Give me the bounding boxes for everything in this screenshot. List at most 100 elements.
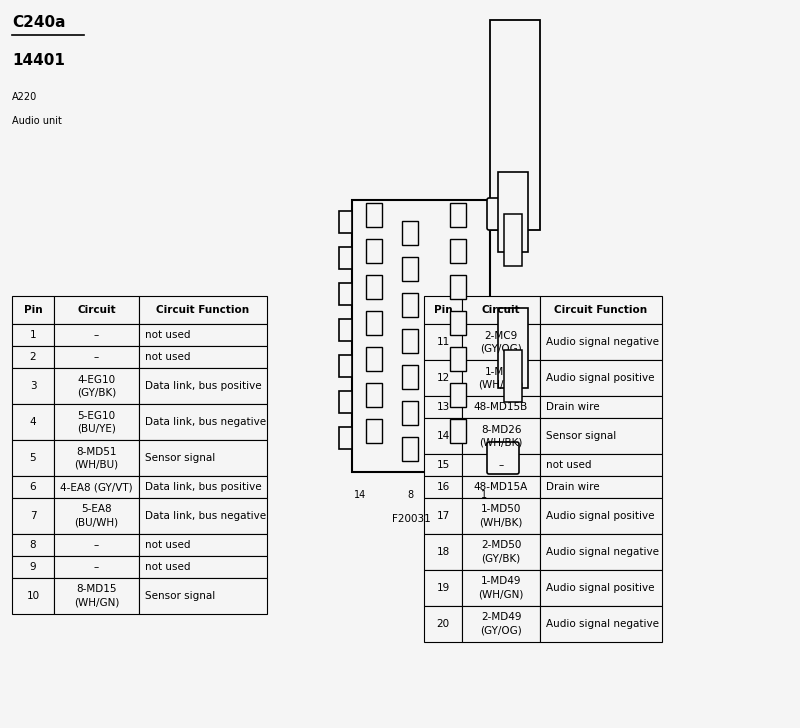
Text: not used: not used <box>145 562 190 572</box>
Bar <box>12 578 54 614</box>
Text: 1: 1 <box>30 330 36 340</box>
Text: 48-MD15B: 48-MD15B <box>474 402 528 412</box>
Text: C240a: C240a <box>12 15 66 30</box>
Bar <box>462 418 540 454</box>
Bar <box>462 606 540 642</box>
Bar <box>12 534 54 556</box>
Text: Sensor signal: Sensor signal <box>145 453 215 463</box>
Text: (WH/GN): (WH/GN) <box>478 379 524 389</box>
Bar <box>54 368 139 404</box>
Bar <box>462 570 540 606</box>
Text: 5-EG10: 5-EG10 <box>78 411 115 421</box>
Text: 12: 12 <box>436 373 450 383</box>
Bar <box>424 454 462 476</box>
Bar <box>54 534 139 556</box>
Bar <box>498 308 528 388</box>
Bar <box>450 239 466 263</box>
Text: Audio unit: Audio unit <box>12 116 62 126</box>
Text: Audio signal negative: Audio signal negative <box>546 619 659 629</box>
Text: 14: 14 <box>436 431 450 441</box>
Text: Circuit Function: Circuit Function <box>554 305 647 315</box>
Bar <box>424 396 462 418</box>
Bar <box>54 346 139 368</box>
Text: 16: 16 <box>436 482 450 492</box>
Text: (GY/BK): (GY/BK) <box>482 553 521 563</box>
Text: (WH/GN): (WH/GN) <box>478 590 524 599</box>
Bar <box>139 368 267 404</box>
Bar <box>12 368 54 404</box>
Bar <box>339 211 352 233</box>
Bar <box>139 440 267 476</box>
Text: 5: 5 <box>30 453 36 463</box>
Text: not used: not used <box>145 540 190 550</box>
Text: Drain wire: Drain wire <box>546 482 600 492</box>
Bar <box>54 578 139 614</box>
Bar <box>366 419 382 443</box>
Text: (WH/BU): (WH/BU) <box>74 459 118 470</box>
Text: 48-MD15A: 48-MD15A <box>474 482 528 492</box>
Text: 20: 20 <box>437 619 450 629</box>
Bar <box>540 418 662 454</box>
Bar <box>54 556 139 578</box>
Bar <box>366 203 382 227</box>
Text: Sensor signal: Sensor signal <box>546 431 616 441</box>
Bar <box>424 324 462 360</box>
Text: Audio signal positive: Audio signal positive <box>546 511 654 521</box>
Text: 8: 8 <box>30 540 36 550</box>
Text: Data link, bus positive: Data link, bus positive <box>145 381 262 391</box>
Bar <box>12 346 54 368</box>
Text: 19: 19 <box>436 583 450 593</box>
Text: –: – <box>94 562 99 572</box>
Bar <box>139 476 267 498</box>
Bar <box>424 418 462 454</box>
Text: 4-EG10: 4-EG10 <box>78 374 115 384</box>
Bar <box>424 360 462 396</box>
Text: 3: 3 <box>30 381 36 391</box>
Text: 2: 2 <box>30 352 36 362</box>
Bar <box>352 200 490 472</box>
Text: (GY/OG): (GY/OG) <box>480 344 522 354</box>
Bar <box>12 296 54 324</box>
Text: Circuit: Circuit <box>77 305 116 315</box>
Bar <box>139 556 267 578</box>
Text: 2-MD50: 2-MD50 <box>481 540 521 550</box>
Text: 7: 7 <box>30 511 36 521</box>
Text: 1-MD49: 1-MD49 <box>481 577 522 587</box>
Bar <box>540 396 662 418</box>
Bar <box>139 578 267 614</box>
Text: 4-EA8 (GY/VT): 4-EA8 (GY/VT) <box>60 482 133 492</box>
Bar <box>339 319 352 341</box>
Text: 8-MD15: 8-MD15 <box>76 585 117 595</box>
Text: –: – <box>94 352 99 362</box>
Text: Data link, bus negative: Data link, bus negative <box>145 417 266 427</box>
Bar <box>540 606 662 642</box>
Text: 14: 14 <box>354 490 366 500</box>
Bar <box>504 214 522 266</box>
Text: 5-EA8: 5-EA8 <box>81 505 112 515</box>
Bar <box>139 534 267 556</box>
Bar <box>366 347 382 371</box>
Text: (GY/BK): (GY/BK) <box>77 387 116 397</box>
Bar <box>339 247 352 269</box>
Text: –: – <box>94 330 99 340</box>
Text: (GY/OG): (GY/OG) <box>480 625 522 636</box>
Bar <box>12 556 54 578</box>
Text: 1-MD50: 1-MD50 <box>481 505 521 515</box>
Bar <box>339 427 352 449</box>
Text: F20031: F20031 <box>392 514 430 524</box>
Bar <box>462 296 540 324</box>
Bar <box>462 498 540 534</box>
Bar <box>498 172 528 252</box>
Bar <box>450 311 466 335</box>
Bar <box>424 296 462 324</box>
Text: 18: 18 <box>436 547 450 557</box>
Bar <box>462 396 540 418</box>
Bar <box>540 454 662 476</box>
Text: 15: 15 <box>436 460 450 470</box>
Bar <box>424 606 462 642</box>
Text: Pin: Pin <box>434 305 452 315</box>
Text: 13: 13 <box>436 402 450 412</box>
Text: 14401: 14401 <box>12 53 65 68</box>
Bar <box>54 498 139 534</box>
Bar <box>54 476 139 498</box>
